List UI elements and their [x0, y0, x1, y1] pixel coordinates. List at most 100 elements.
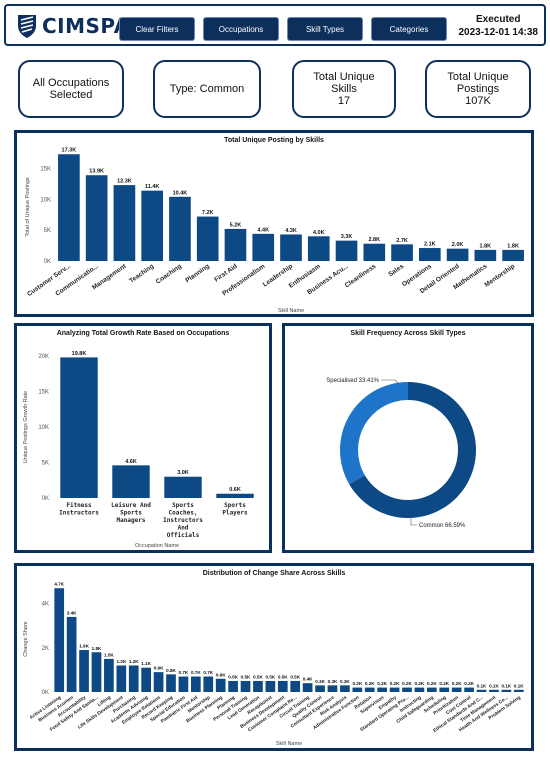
bar[interactable] [252, 233, 275, 261]
clear-filters-button[interactable]: Clear Filters [120, 18, 194, 40]
bar[interactable] [224, 228, 247, 261]
bar[interactable] [464, 687, 474, 692]
bar[interactable] [104, 658, 114, 692]
bar[interactable] [128, 665, 139, 693]
bar[interactable] [474, 249, 497, 261]
data-label: 1.8K [507, 243, 519, 249]
bar[interactable] [389, 687, 400, 692]
bar[interactable] [290, 680, 301, 692]
bar[interactable] [501, 689, 512, 692]
bar[interactable] [402, 687, 412, 692]
bar[interactable] [414, 687, 425, 692]
growth-rate-panel: Analyzing Total Growth Rate Based on Occ… [14, 323, 272, 553]
bar[interactable] [178, 676, 189, 692]
bar[interactable] [196, 216, 219, 261]
bar[interactable] [352, 687, 363, 692]
data-label: 12.3K [117, 179, 132, 185]
bar[interactable] [315, 685, 325, 692]
data-label: 4.3K [285, 228, 297, 234]
bar[interactable] [451, 687, 462, 692]
bar[interactable] [489, 689, 499, 692]
data-label: 0.2K [415, 681, 425, 686]
bar[interactable] [307, 236, 330, 261]
data-label: 1.8K [480, 243, 492, 249]
bar[interactable] [265, 680, 276, 692]
bar[interactable] [240, 680, 251, 692]
bar[interactable] [228, 680, 238, 692]
x-tick-label: Sales [387, 263, 405, 279]
bar[interactable] [215, 678, 226, 692]
bar[interactable] [280, 234, 302, 261]
data-label: 2.1K [424, 242, 436, 248]
bar[interactable] [502, 249, 524, 261]
bar[interactable] [439, 687, 450, 692]
occupations-button[interactable]: Occupations [204, 18, 278, 40]
bar[interactable] [141, 190, 164, 261]
bar[interactable] [391, 244, 413, 261]
bar[interactable] [476, 689, 487, 692]
bar[interactable] [54, 588, 65, 692]
bar[interactable] [66, 616, 77, 692]
y-tick-label: 5K [44, 228, 51, 234]
y-tick-label: 5K [42, 461, 49, 467]
data-label: 2.8K [368, 237, 380, 243]
bar[interactable] [377, 687, 388, 692]
x-axis-title: Skill Name [276, 741, 302, 747]
bar[interactable] [418, 248, 441, 261]
bar[interactable] [340, 685, 350, 692]
data-label: 4.0K [313, 230, 325, 236]
data-label: 0.7K [179, 670, 189, 675]
bar[interactable] [164, 476, 202, 498]
data-label: 0.1K [514, 683, 524, 688]
data-label: 0.2K [365, 681, 375, 686]
bar[interactable] [335, 240, 358, 261]
skill-types-button[interactable]: Skill Types [288, 18, 362, 40]
data-label: 1.2K [116, 659, 126, 664]
bar[interactable] [363, 243, 386, 261]
y-axis-title: Total of Unique Postings [25, 177, 31, 237]
bar[interactable] [190, 676, 201, 692]
bar[interactable] [112, 465, 150, 498]
bar[interactable] [426, 687, 437, 692]
bar[interactable] [166, 674, 176, 692]
pie-slice-specialised[interactable] [340, 382, 408, 485]
bar[interactable] [58, 154, 80, 261]
bar[interactable] [79, 650, 89, 692]
bar[interactable] [253, 680, 263, 692]
data-label: 1.9K [79, 644, 89, 649]
bar[interactable] [153, 672, 164, 692]
bar[interactable] [91, 652, 102, 692]
data-label: 2.7K [396, 238, 408, 244]
bar[interactable] [513, 689, 524, 692]
categories-button[interactable]: Categories [372, 18, 446, 40]
bar[interactable] [216, 493, 254, 498]
bar[interactable] [364, 687, 375, 692]
data-label: 0.3K [315, 679, 325, 684]
bar[interactable] [85, 175, 108, 261]
data-label: 1.8K [92, 646, 102, 651]
bar[interactable] [141, 667, 152, 692]
bar[interactable] [60, 357, 98, 498]
type-card: Type: Common [153, 60, 261, 118]
data-label: 0.9K [154, 666, 164, 671]
bar[interactable] [446, 248, 469, 261]
data-label: 7.2K [202, 210, 214, 216]
bar[interactable] [116, 665, 127, 693]
type-card-text: Type: Common [169, 83, 245, 95]
change-share-panel: Distribution of Change Share Across Skil… [14, 563, 534, 751]
x-tick-label: Planning [184, 263, 211, 284]
data-label: 0.5K [228, 674, 238, 679]
x-tick-label: Sports Players [222, 502, 248, 517]
bar[interactable] [327, 685, 338, 692]
bar[interactable] [169, 196, 191, 261]
data-label: 10.4K [173, 190, 188, 196]
bar[interactable] [113, 185, 136, 261]
data-label: 0.7K [203, 670, 213, 675]
unique-postings-label: Total Unique Postings [447, 71, 509, 95]
pie-label: Common 66.59% [419, 523, 466, 529]
pie-label: Specialised 33.41% [326, 378, 379, 384]
data-label: 3.4K [67, 610, 77, 615]
bar[interactable] [277, 680, 288, 692]
bar[interactable] [302, 683, 313, 692]
bar[interactable] [203, 676, 214, 692]
